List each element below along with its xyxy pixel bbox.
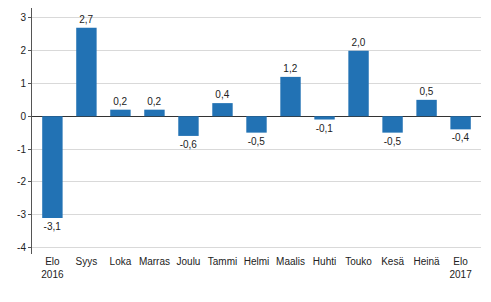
svg-text:-4: -4 bbox=[17, 242, 26, 253]
svg-text:-0,1: -0,1 bbox=[316, 123, 334, 134]
svg-text:2,0: 2,0 bbox=[351, 37, 365, 48]
svg-text:-0,5: -0,5 bbox=[384, 136, 402, 147]
svg-text:0,4: 0,4 bbox=[215, 89, 229, 100]
svg-text:0,2: 0,2 bbox=[113, 96, 127, 107]
svg-text:-0,5: -0,5 bbox=[248, 136, 266, 147]
svg-text:3: 3 bbox=[20, 12, 26, 23]
svg-text:Loka: Loka bbox=[110, 256, 132, 267]
svg-text:0,2: 0,2 bbox=[147, 96, 161, 107]
svg-text:1: 1 bbox=[20, 78, 26, 89]
svg-text:Elo2016: Elo2016 bbox=[41, 256, 64, 280]
svg-text:Marras: Marras bbox=[139, 256, 170, 267]
svg-text:Syys: Syys bbox=[76, 256, 98, 267]
svg-text:Heinä: Heinä bbox=[414, 256, 441, 267]
svg-text:-0,4: -0,4 bbox=[452, 132, 470, 143]
svg-text:Huhti: Huhti bbox=[313, 256, 336, 267]
svg-text:-0,6: -0,6 bbox=[180, 139, 198, 150]
svg-text:2,7: 2,7 bbox=[79, 14, 93, 25]
svg-text:Maalis: Maalis bbox=[276, 256, 305, 267]
svg-text:Tammi: Tammi bbox=[208, 256, 237, 267]
svg-text:0: 0 bbox=[20, 111, 26, 122]
svg-text:Touko: Touko bbox=[345, 256, 372, 267]
svg-text:Kesä: Kesä bbox=[381, 256, 404, 267]
svg-text:-3,1: -3,1 bbox=[44, 221, 62, 232]
svg-text:-1: -1 bbox=[17, 144, 26, 155]
svg-text:-2: -2 bbox=[17, 176, 26, 187]
svg-text:-3: -3 bbox=[17, 209, 26, 220]
svg-text:2: 2 bbox=[20, 45, 26, 56]
svg-text:1,2: 1,2 bbox=[283, 63, 297, 74]
svg-text:Elo2017: Elo2017 bbox=[449, 256, 472, 280]
svg-text:Joulu: Joulu bbox=[177, 256, 201, 267]
svg-text:0,5: 0,5 bbox=[419, 86, 433, 97]
svg-text:Helmi: Helmi bbox=[244, 256, 270, 267]
